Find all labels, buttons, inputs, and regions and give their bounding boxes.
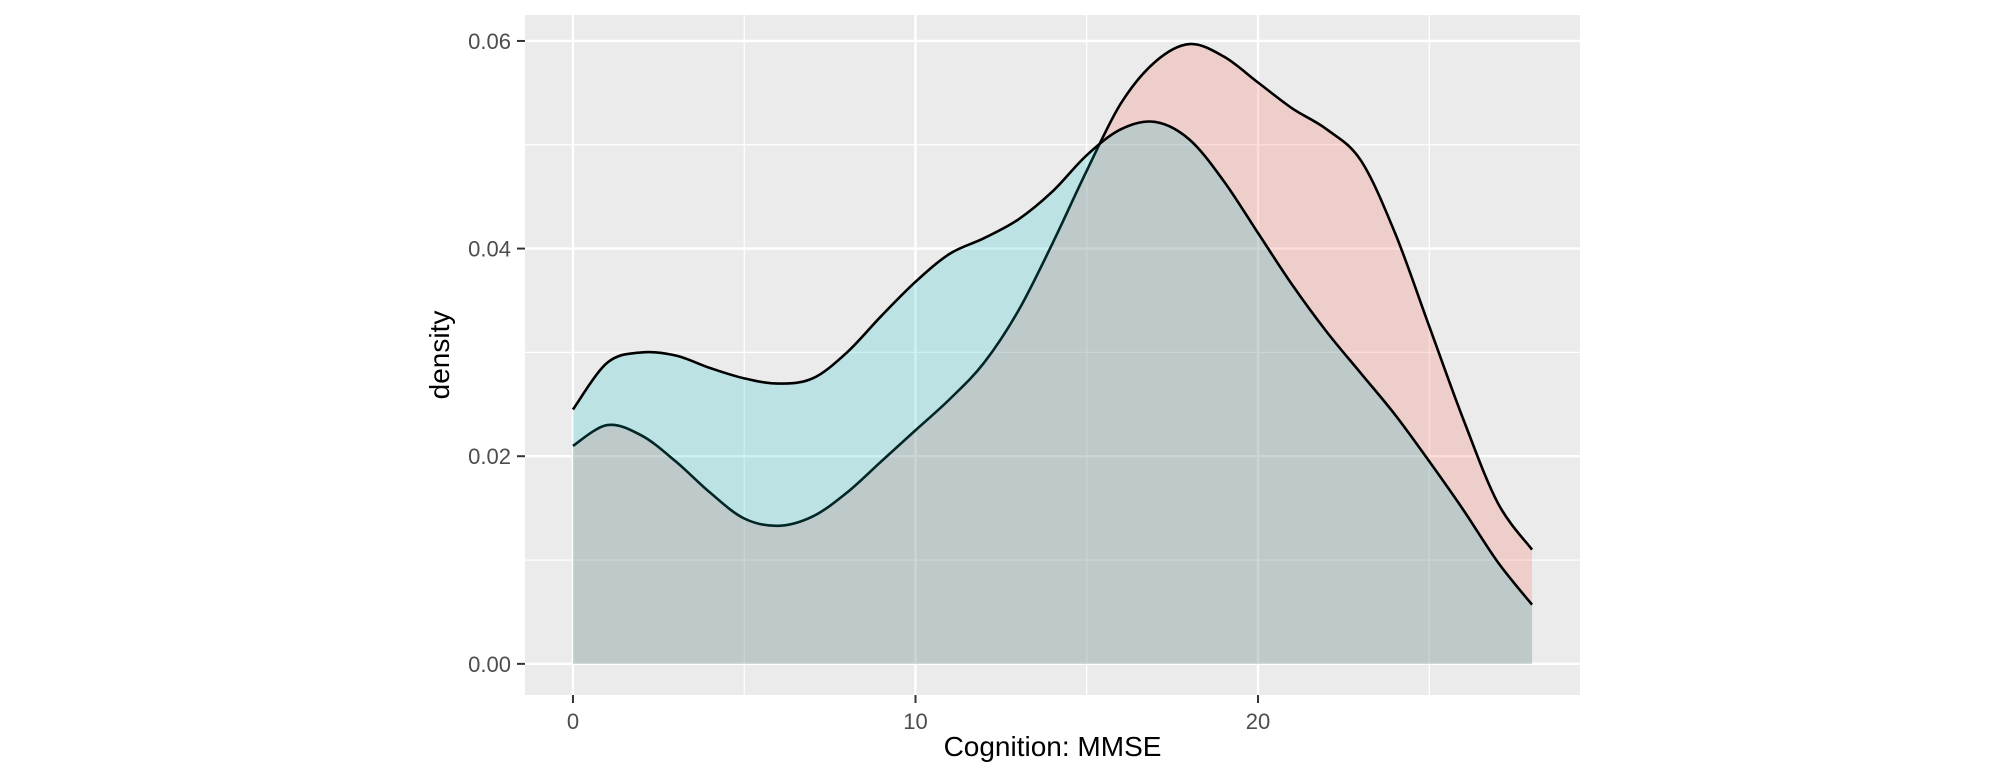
y-tick-label: 0.00 — [468, 652, 511, 677]
x-tick-label: 10 — [903, 709, 927, 734]
density-areas — [571, 42, 1534, 664]
density-area-1 — [572, 43, 1533, 664]
y-tick-label: 0.04 — [468, 237, 511, 262]
density-area-2 — [572, 121, 1533, 664]
major-gridlines — [525, 15, 1580, 695]
density-line-1 — [572, 42, 1534, 551]
y-tick-label: 0.02 — [468, 444, 511, 469]
y-axis-title: density — [424, 311, 455, 400]
x-tick-label: 0 — [567, 709, 579, 734]
y-tick-label: 0.06 — [468, 29, 511, 54]
density-line-2 — [571, 120, 1534, 606]
x-tick-label: 20 — [1246, 709, 1270, 734]
plot-panel — [525, 15, 1580, 695]
x-axis-title: Cognition: MMSE — [944, 731, 1162, 762]
minor-gridlines — [525, 15, 1580, 695]
axes: 0 10 20 0.00 0.02 0.04 0.06 — [468, 29, 1270, 734]
